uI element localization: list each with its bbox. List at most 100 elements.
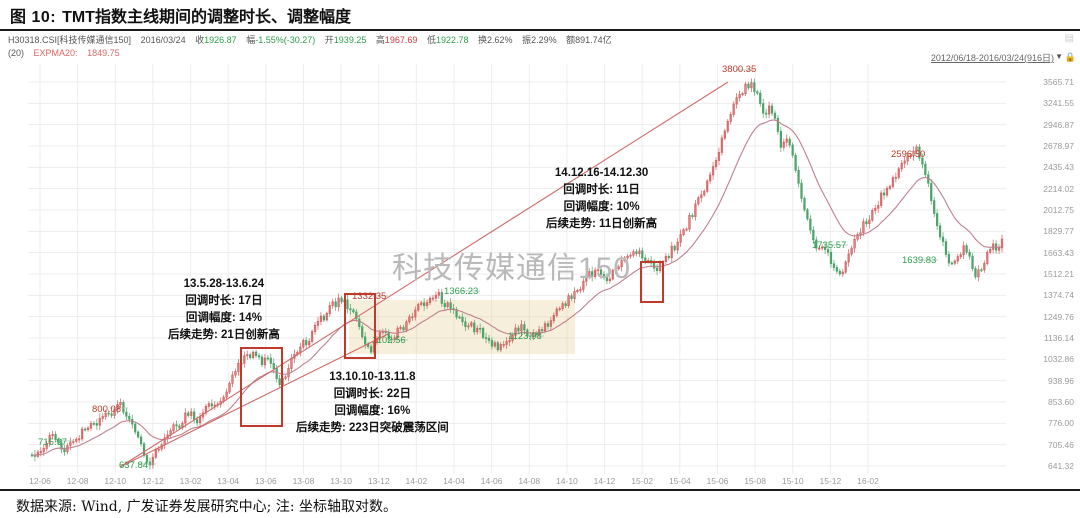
pullback-highlight-box [640, 261, 664, 303]
annotation-depth: 回调幅度: 10% [563, 201, 640, 213]
ma-period: (20) [8, 48, 25, 58]
x-axis-tick: 15-02 [631, 476, 654, 486]
annotation-depth: 回调幅度: 14% [185, 312, 262, 324]
x-axis-tick: 14-06 [480, 476, 503, 486]
y-axis-tick: 705.46 [1048, 439, 1074, 450]
y-axis-tick: 1032.86 [1043, 354, 1074, 365]
vertical-gridlines [39, 64, 869, 474]
date-range-selector[interactable]: 2012/06/18-2016/03/24(916日) [930, 53, 1054, 63]
turnover-value: 2.62% [487, 35, 513, 45]
change-label: 幅 [246, 35, 256, 45]
price-callout: 1735.57 [812, 240, 847, 251]
price-callout: 1123.98 [508, 331, 542, 342]
price-callout: 1102.56 [372, 335, 406, 346]
x-axis-tick: 15-06 [706, 476, 729, 486]
x-axis-tick: 15-04 [668, 476, 691, 486]
y-axis-tick: 2946.87 [1043, 119, 1074, 130]
y-axis-tick: 1829.77 [1043, 226, 1074, 237]
y-axis-tick: 2012.75 [1043, 205, 1074, 215]
price-callout: 1332.35 [352, 291, 387, 302]
x-axis-tick: 12-12 [142, 476, 164, 486]
pullback-highlight-box [240, 347, 283, 427]
x-axis-tick: 14-04 [443, 476, 465, 486]
annotation-period: 13.5.28-13.6.24 [183, 278, 265, 290]
annotation-pullback-1: 13.5.28-13.6.24 回调时长: 17日 回调幅度: 14% 后续走势… [168, 276, 280, 344]
pullback-highlight-box [344, 293, 376, 359]
close-value: 1926.87 [204, 35, 237, 45]
y-axis-tick: 1374.74 [1043, 290, 1074, 301]
y-axis: 3565.71 3241.55 2946.87 2678.97 2435.43 2214.… [1008, 64, 1080, 474]
x-axis-tick: 15-10 [781, 476, 804, 486]
chart-plot-area[interactable]: 715.97 800.08 637.84 1332.35 1102.56 136… [28, 64, 1006, 474]
axis-bottom-rule [0, 489, 1080, 491]
page-title: TMT指数主线期间的调整时长、调整幅度 [62, 9, 351, 26]
price-chart-svg [28, 64, 1006, 474]
high-value: 1967.69 [384, 35, 418, 45]
x-axis-tick: 14-12 [593, 476, 616, 486]
open-value: 1939.25 [333, 35, 367, 45]
x-axis-tick: 13-06 [254, 476, 277, 486]
volume-value: 891.74亿 [575, 35, 612, 45]
candlestick-series [30, 78, 1004, 470]
open-label: 开 [324, 35, 334, 45]
chevron-down-icon[interactable]: ▼ [1055, 52, 1063, 61]
amplitude-label: 振 [522, 35, 532, 45]
consolidation-band [349, 300, 575, 354]
y-axis-tick: 938.96 [1048, 375, 1074, 386]
title-divider [0, 29, 1080, 31]
quote-header-row-2: (20) EXPMA20: 1849.75 [8, 47, 1072, 60]
quote-header-row-1: H30318.CSI[科技传媒通信150] 2016/03/24 收1926.8… [8, 34, 1072, 47]
price-callout: 2596.50 [891, 149, 926, 160]
price-callout: 800.08 [92, 404, 122, 415]
y-axis-tick: 853.60 [1048, 397, 1074, 407]
ma-name: EXPMA20: [33, 48, 78, 58]
page-title-bar: 图 10: TMT指数主线期间的调整时长、调整幅度 [0, 0, 1080, 30]
x-axis-tick: 12-10 [104, 476, 127, 486]
amplitude-value: 2.29% [531, 35, 557, 45]
change-value: -1.55%(-30.27) [255, 35, 316, 45]
x-axis-tick: 15-12 [819, 476, 842, 486]
low-label: 低 [426, 35, 436, 45]
y-axis-tick: 1249.76 [1043, 311, 1074, 322]
ma-value: 1849.75 [87, 48, 120, 58]
x-axis-tick: 13-02 [179, 476, 202, 486]
expma20-line [31, 119, 1003, 456]
footer-source-text: 数据来源: Wind, 广发证券发展研究中心; 注: 坐标轴取对数。 [16, 499, 397, 515]
y-axis-tick: 2678.97 [1043, 141, 1074, 151]
annotation-pullback-3: 14.12.16-14.12.30 回调时长: 11日 回调幅度: 10% 后续… [546, 165, 657, 233]
x-axis-tick: 13-12 [367, 476, 390, 486]
resize-icon[interactable]: ▤ [1064, 33, 1074, 44]
annotation-followup: 后续走势: 11日创新高 [546, 218, 658, 230]
close-label: 收 [195, 35, 205, 45]
annotation-period: 14.12.16-14.12.30 [554, 167, 649, 179]
x-axis-tick: 13-04 [217, 476, 240, 486]
y-axis-tick: 1663.43 [1043, 247, 1074, 258]
x-axis: 12-06 12-08 12-10 12-12 13-02 13-04 13-06 13-08… [28, 476, 1006, 492]
price-callout: 1366.23 [444, 286, 479, 297]
y-axis-tick: 641.32 [1048, 461, 1074, 471]
y-axis-tick: 2214.02 [1043, 183, 1074, 194]
price-callout: 3800.35 [722, 64, 757, 75]
x-axis-tick: 12-06 [29, 476, 51, 486]
high-label: 高 [375, 35, 385, 45]
y-axis-tick: 1136.14 [1043, 333, 1074, 343]
horizontal-gridlines [28, 81, 1006, 467]
y-axis-tick: 3565.71 [1043, 77, 1074, 87]
x-axis-tick: 13-10 [330, 476, 352, 486]
x-axis-tick: 13-08 [292, 476, 315, 486]
quote-header: H30318.CSI[科技传媒通信150] 2016/03/24 收1926.8… [8, 34, 1072, 60]
x-axis-tick: 16-02 [857, 476, 879, 486]
lock-icon[interactable]: 🔒 [1064, 52, 1076, 62]
annotation-duration: 回调时长: 22日 [333, 388, 412, 400]
instrument-code: H30318.CSI[科技传媒通信150] [8, 35, 132, 45]
annotation-duration: 回调时长: 17日 [185, 295, 263, 307]
annotation-followup: 后续走势: 223日突破震荡区间 [296, 422, 449, 434]
price-callout: 637.84 [119, 460, 149, 471]
figure-label: 图 10: [10, 9, 57, 26]
x-axis-tick: 14-02 [405, 476, 428, 486]
footer: 数据来源: Wind, 广发证券发展研究中心; 注: 坐标轴取对数。 [16, 494, 1066, 518]
annotation-depth: 回调幅度: 16% [334, 405, 411, 417]
x-axis-tick: 14-10 [556, 476, 578, 486]
volume-label: 额 [566, 35, 576, 45]
annotation-pullback-2: 13.10.10-13.11.8 回调时长: 22日 回调幅度: 16% 后续走… [296, 369, 449, 437]
